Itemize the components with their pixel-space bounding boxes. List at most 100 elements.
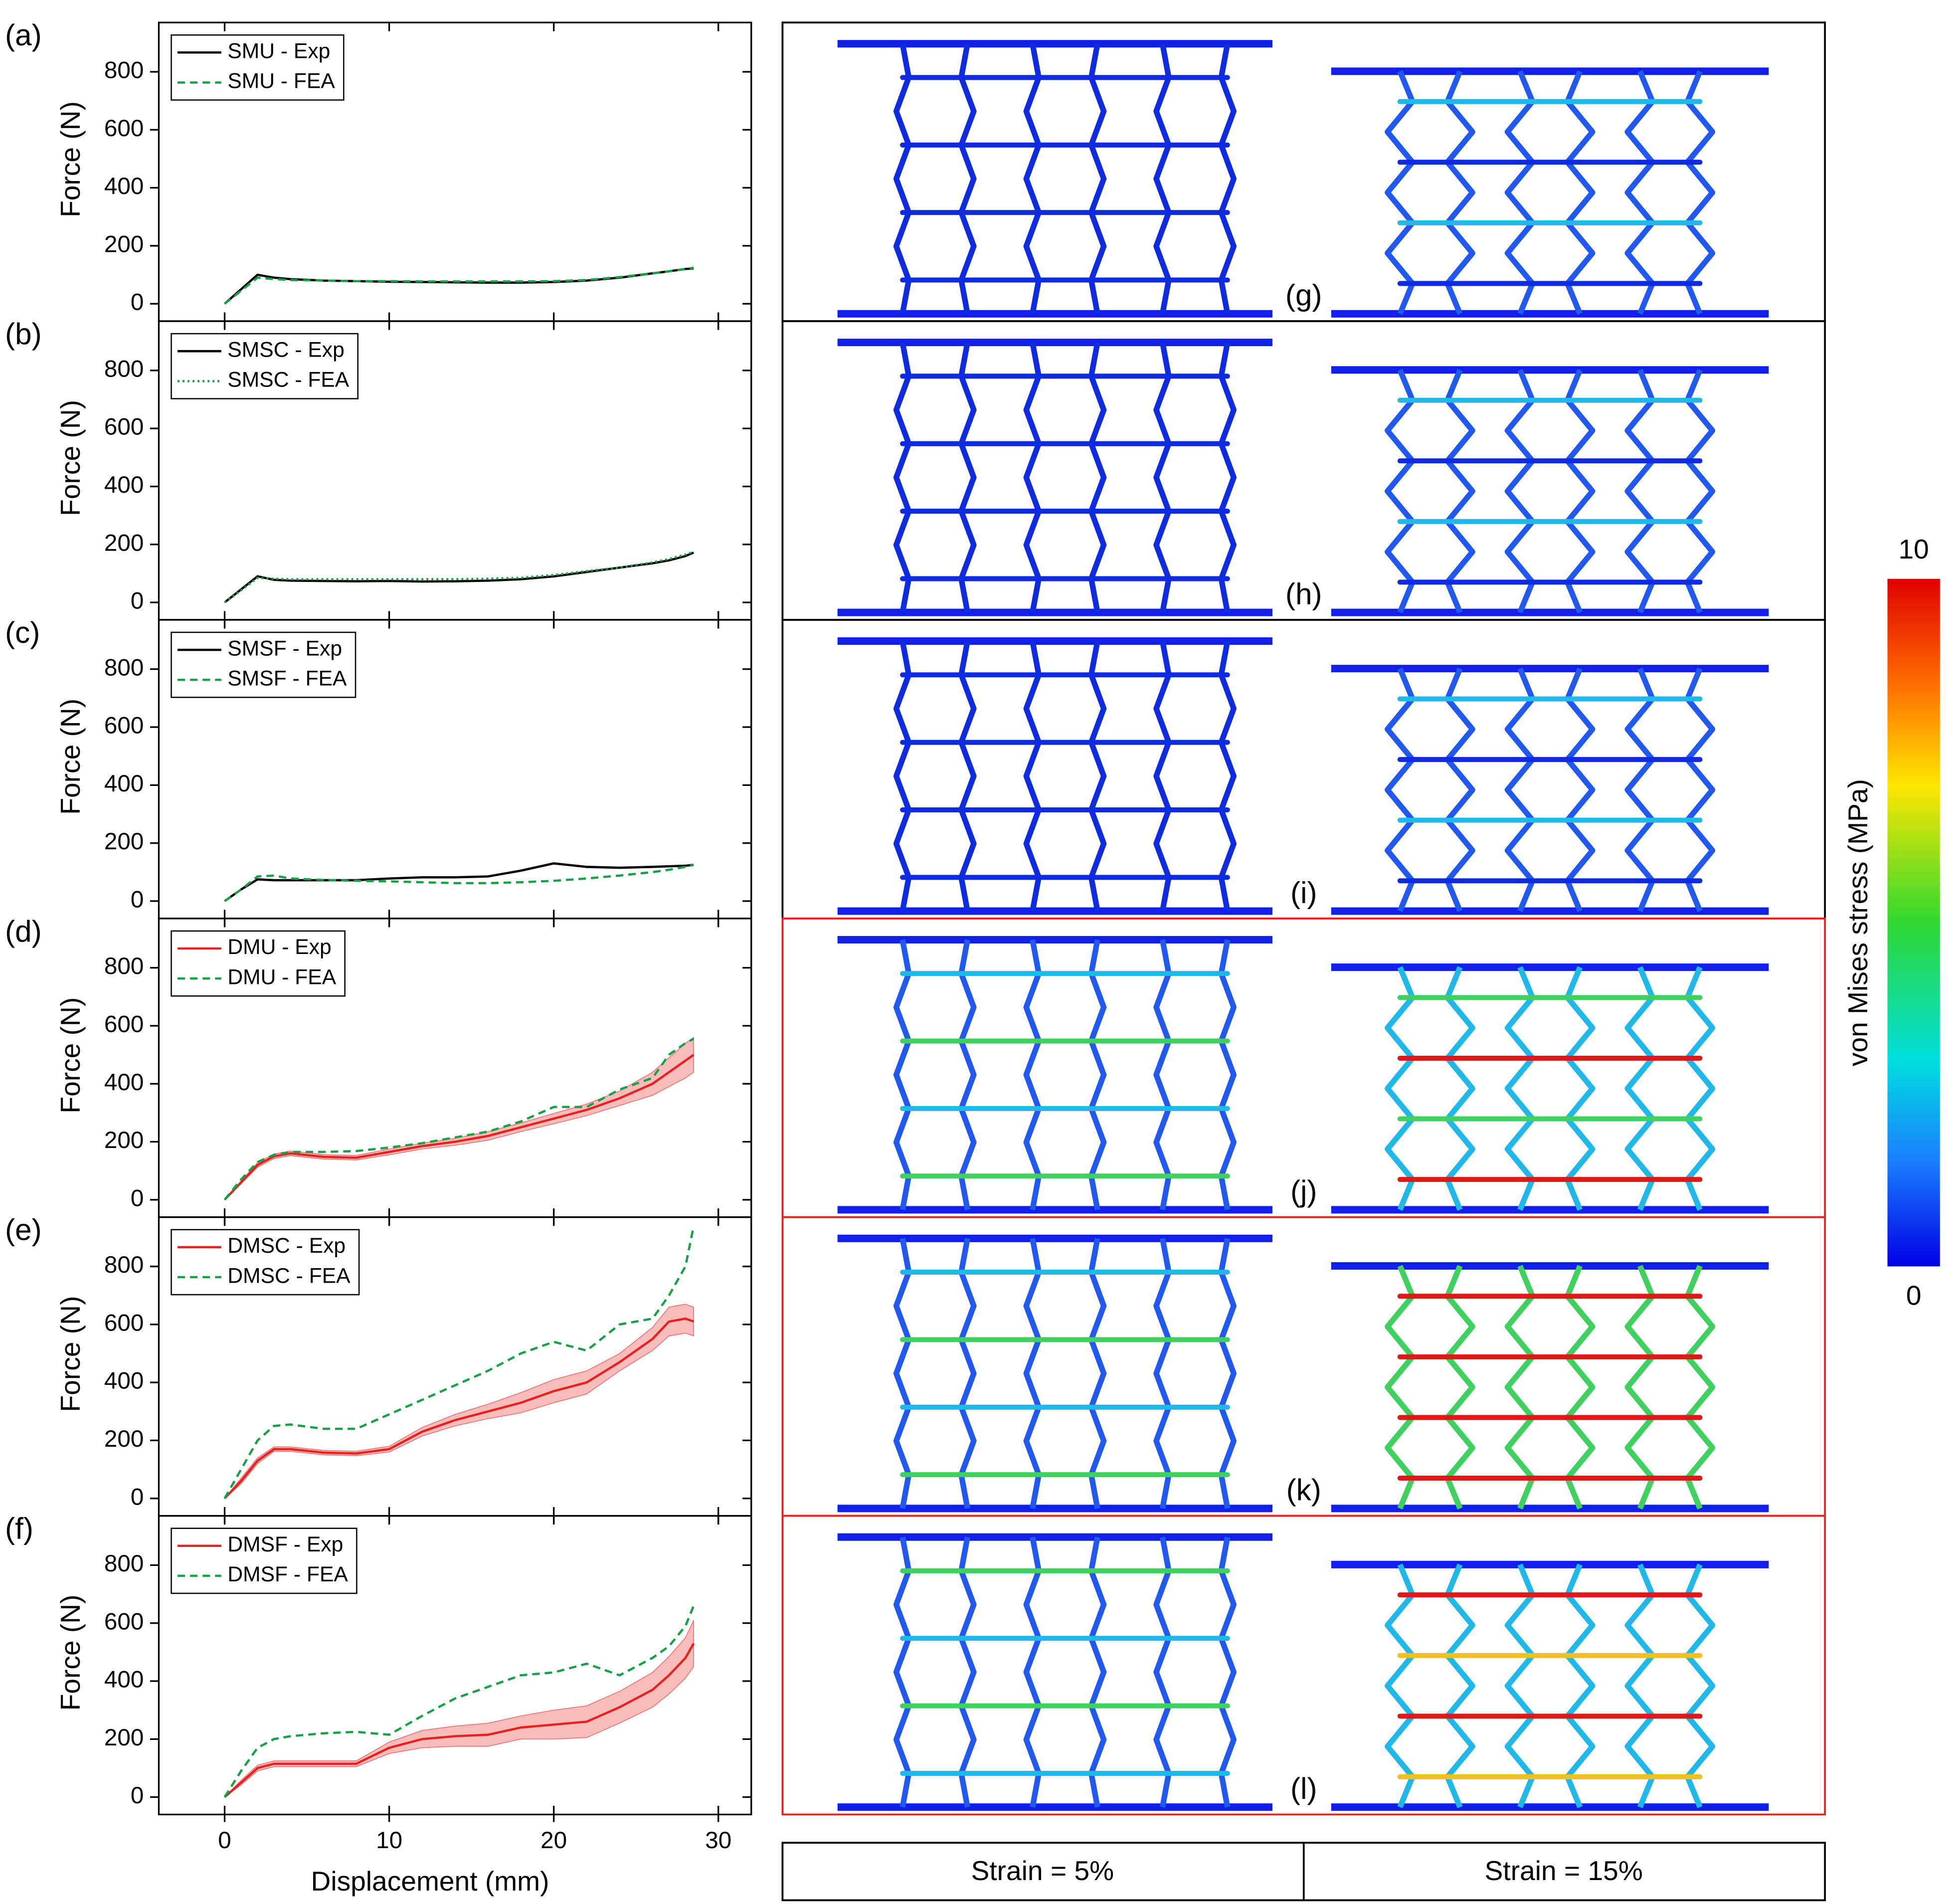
y-tick-label: 0: [131, 1484, 144, 1510]
lattice-strut: [1088, 640, 1107, 912]
y-tick-label: 600: [104, 1608, 144, 1635]
y-tick-label: 400: [104, 472, 144, 498]
lattice-strut: [1444, 70, 1475, 315]
x-tick-label: 10: [376, 1827, 402, 1854]
lattice-strut: [1153, 43, 1172, 315]
lattice-strut: [1023, 342, 1042, 613]
y-tick-label: 0: [131, 588, 144, 614]
legend-label: SMSC - Exp: [227, 338, 344, 362]
lattice-strut: [1444, 966, 1475, 1211]
lattice-strut: [1023, 640, 1042, 912]
lattice-strut: [958, 1238, 977, 1509]
fea-panel-label: (h): [1285, 577, 1322, 610]
lattice-strut: [1023, 1238, 1042, 1509]
lattice-strut: [1385, 1265, 1416, 1510]
lattice-plate: [1331, 907, 1769, 915]
lattice-plate: [1331, 1505, 1769, 1513]
lattice-strut: [958, 342, 977, 613]
lattice-strut: [1504, 667, 1536, 913]
data-line: [223, 1225, 695, 1499]
lattice-plate: [1331, 608, 1769, 616]
fea-panel-frame: [781, 320, 1826, 621]
x-tick-label: 20: [540, 1827, 567, 1854]
colorbar-tick-label: 10: [1899, 534, 1929, 565]
y-tick-label: 200: [104, 1426, 144, 1452]
legend-label: SMU - Exp: [227, 39, 330, 63]
fea-panel-frame: [781, 1216, 1826, 1517]
y-tick-label: 800: [104, 654, 144, 681]
y-axis-label: Force (N): [55, 699, 86, 815]
x-axis-label: Displacement (mm): [311, 1866, 549, 1897]
legend-label: DMSC - FEA: [227, 1264, 351, 1288]
lattice-strut: [893, 640, 912, 912]
lattice-strut: [1153, 939, 1172, 1210]
fea-panel-label: (g): [1285, 279, 1322, 312]
lattice-strut: [1023, 1536, 1042, 1808]
panel-label: (e): [5, 1213, 42, 1247]
lattice-strut: [1088, 939, 1107, 1210]
lattice-strut: [1624, 1265, 1655, 1510]
fea-panel-frame: [781, 21, 1826, 322]
y-tick-label: 0: [131, 1185, 144, 1211]
panel-label: (d): [5, 915, 42, 948]
y-axis-label: Force (N): [55, 1296, 86, 1412]
y-tick-label: 800: [104, 953, 144, 979]
y-tick-label: 400: [104, 173, 144, 199]
lattice-strut: [893, 43, 912, 315]
lattice-strut: [958, 43, 977, 315]
y-tick-label: 400: [104, 1667, 144, 1693]
data-line: [224, 864, 694, 902]
y-tick-label: 400: [104, 1368, 144, 1394]
error-band: [224, 1620, 694, 1798]
panel-label: (b): [5, 317, 42, 351]
lattice-strut: [958, 939, 977, 1210]
lattice-strut: [958, 640, 977, 912]
legend-box: [171, 1229, 360, 1296]
y-tick-label: 800: [104, 57, 144, 84]
legend-box: [171, 631, 356, 698]
legend-box: [171, 34, 345, 101]
lattice-strut: [1088, 342, 1107, 613]
y-axis-label: Force (N): [55, 997, 86, 1114]
lattice-strut: [893, 342, 912, 613]
lattice-strut: [1684, 1563, 1716, 1808]
y-tick-label: 0: [131, 1782, 144, 1809]
data-line: [223, 1605, 695, 1798]
y-tick-label: 0: [131, 887, 144, 913]
fea-panel-frame: [781, 619, 1826, 920]
lattice-strut: [1153, 640, 1172, 912]
lattice-strut: [1153, 342, 1172, 613]
lattice-plate: [1331, 366, 1769, 374]
lattice-strut: [1218, 1238, 1237, 1509]
y-tick-label: 600: [104, 115, 144, 142]
y-tick-label: 600: [104, 1011, 144, 1038]
y-tick-label: 600: [104, 713, 144, 739]
y-tick-label: 600: [104, 1310, 144, 1336]
lattice-strut: [1023, 43, 1042, 315]
lattice-strut: [1444, 1563, 1475, 1808]
lattice-strut: [1385, 369, 1416, 614]
colorbar-tick-label: 0: [1906, 1280, 1922, 1311]
data-line: [224, 267, 694, 305]
legend-label: SMSF - FEA: [227, 666, 347, 690]
strain-label: Strain = 15%: [1485, 1855, 1643, 1886]
lattice-strut: [893, 1536, 912, 1808]
legend-label: SMSF - Exp: [227, 636, 342, 660]
lattice-strut: [893, 1238, 912, 1509]
lattice-strut: [1218, 640, 1237, 912]
lattice-strut: [958, 1536, 977, 1808]
lattice-strut: [1684, 966, 1716, 1211]
lattice-plate: [1331, 1560, 1769, 1568]
legend-box: [171, 333, 359, 399]
lattice-strut: [1504, 70, 1536, 315]
lattice-strut: [1218, 342, 1237, 613]
lattice-strut: [1444, 667, 1475, 913]
y-axis-label: Force (N): [55, 1595, 86, 1711]
lattice-strut: [1218, 939, 1237, 1210]
legend-label: SMSC - FEA: [227, 368, 349, 392]
y-tick-label: 0: [131, 289, 144, 316]
lattice-strut: [1624, 667, 1655, 913]
lattice-strut: [893, 939, 912, 1210]
